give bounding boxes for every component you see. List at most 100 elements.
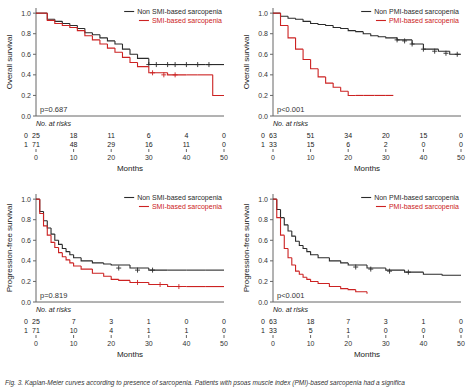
step-segment [311, 252, 319, 255]
at-risk-value: 0 [459, 327, 463, 334]
step-segment [62, 23, 70, 25]
censor-mark [368, 267, 373, 272]
x-tick [385, 335, 386, 338]
legend-swatch [124, 197, 134, 198]
censor-mark [406, 270, 411, 275]
x-tick-label: 20 [107, 340, 115, 347]
legend-swatch [139, 20, 149, 21]
step-segment [55, 20, 63, 23]
km-curve [36, 199, 224, 289]
censor-mark [135, 280, 140, 285]
step-segment [303, 19, 311, 21]
step-segment [356, 290, 367, 292]
step-segment [55, 234, 59, 240]
at-risk-value: 0 [222, 318, 226, 325]
p-value: p<0.001 [277, 105, 304, 114]
x-tick-label: 20 [107, 154, 115, 161]
at-risk-table: No. at risks063513420150133156200 [261, 120, 463, 148]
step-segment [55, 19, 63, 21]
step-segment [348, 29, 356, 31]
step-segment [100, 35, 108, 38]
step-segment [277, 199, 281, 209]
panel: 0.00.20.40.60.81.0Overall survivalNon SM… [5, 8, 228, 173]
at-risk-row-label: 0 [261, 318, 265, 325]
step-segment [423, 44, 438, 49]
y-tick [270, 116, 273, 117]
y-axis-label: Overall survival [242, 34, 251, 89]
step-segment [74, 263, 82, 266]
step-segment [281, 13, 289, 25]
y-tick-label: 0.0 [21, 299, 31, 306]
step-segment [40, 199, 44, 213]
x-axis-line [36, 116, 224, 117]
x-tick-label: 10 [70, 340, 78, 347]
x-tick-label: 0 [34, 154, 38, 161]
km-curve [273, 13, 393, 95]
x-tick-label: 30 [145, 154, 153, 161]
step-segment [296, 236, 300, 241]
step-segment [51, 228, 55, 234]
legend: Non PMI-based sarcopeniaPMI-based sarcop… [361, 194, 459, 211]
y-tick-label: 0.4 [258, 257, 268, 264]
x-tick [148, 335, 149, 338]
y-tick [33, 95, 36, 96]
x-axis-label: Months [354, 350, 380, 359]
step-segment [296, 18, 304, 19]
step-segment [205, 270, 224, 271]
at-risk-value: 11 [183, 141, 190, 148]
step-segment [81, 266, 92, 269]
km-curve [273, 199, 461, 275]
step-segment [107, 38, 115, 41]
at-risk-row-label: 0 [24, 132, 28, 139]
y-tick [33, 74, 36, 75]
x-tick [36, 149, 37, 152]
step-segment [74, 255, 82, 258]
at-risk-value: 0 [421, 327, 425, 334]
step-segment [59, 247, 63, 252]
x-tick-label: 0 [271, 340, 275, 347]
y-axis-line [36, 194, 37, 302]
step-segment [386, 268, 405, 270]
km-curve [36, 13, 224, 67]
legend-entry: Non PMI-based sarcopenia [374, 194, 459, 202]
step-segment [36, 199, 40, 200]
at-risk-value: 0 [459, 132, 463, 139]
x-tick-label: 0 [34, 340, 38, 347]
y-tick-label: 0.0 [258, 299, 268, 306]
at-risk-value: 15 [420, 132, 428, 139]
step-segment [70, 25, 78, 27]
step-segment [281, 218, 285, 235]
legend-swatch [361, 11, 371, 12]
plot-data [36, 199, 224, 289]
panel: 0.00.20.40.60.81.0Progression-free survi… [242, 194, 465, 359]
x-tick-label: 50 [220, 340, 228, 347]
x-tick [148, 149, 149, 152]
km-curve [273, 199, 367, 294]
step-segment [92, 36, 100, 40]
y-tick [33, 199, 36, 200]
y-tick [270, 95, 273, 96]
at-risk-value: 51 [307, 132, 315, 139]
censor-mark [195, 62, 200, 67]
at-risk-table: No. at risks0251811640171482916110 [24, 120, 226, 148]
step-segment [423, 272, 442, 274]
step-segment [288, 225, 292, 231]
y-tick [270, 33, 273, 34]
at-risk-value: 3 [384, 318, 388, 325]
y-tick [33, 33, 36, 34]
step-segment [115, 48, 123, 52]
step-segment [378, 36, 386, 37]
step-segment [149, 58, 168, 64]
legend-entry: PMI-based sarcopenia [389, 17, 459, 25]
censor-mark [421, 47, 426, 52]
y-tick-label: 0.6 [21, 51, 31, 58]
step-segment [168, 270, 187, 271]
x-tick [36, 335, 37, 338]
at-risk-value: 1 [346, 327, 350, 334]
step-segment [326, 24, 334, 25]
step-segment [303, 245, 307, 248]
x-tick [273, 149, 274, 152]
at-risk-value: 1 [147, 318, 151, 325]
step-segment [450, 51, 461, 54]
x-tick-label: 10 [70, 154, 78, 161]
